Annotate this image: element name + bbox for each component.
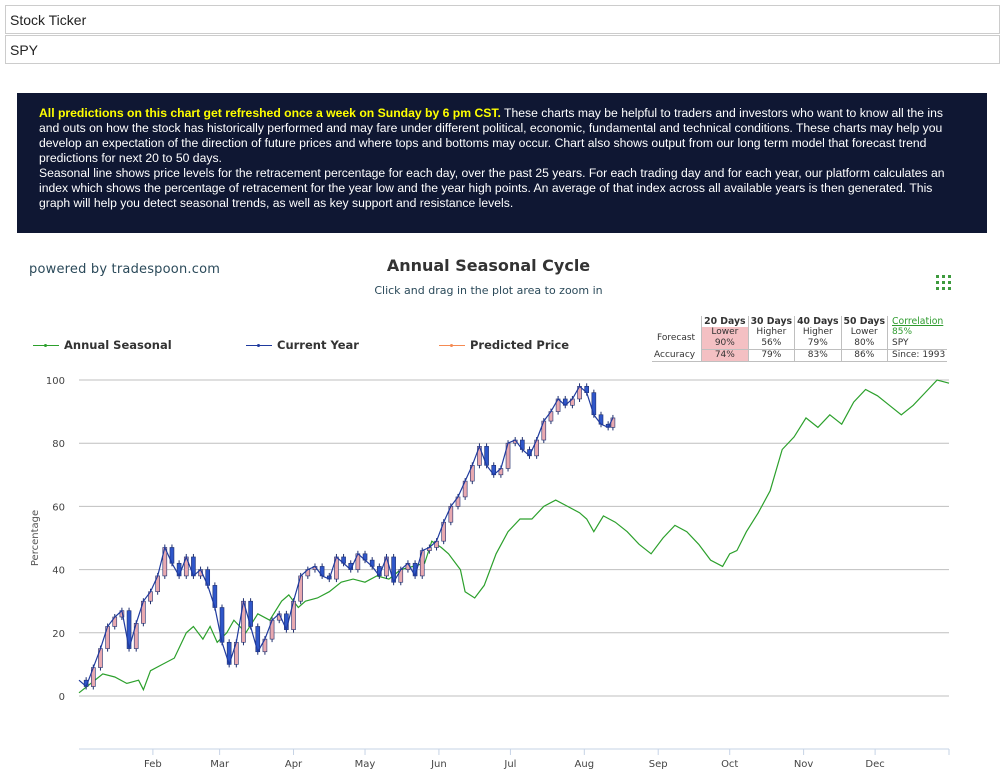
- stock-ticker-label-box: Stock Ticker: [5, 5, 1000, 34]
- correlation-since: Since: 1993: [887, 349, 948, 362]
- correlation-value: 85%: [887, 327, 948, 338]
- forecast-dir-30: Higher: [747, 327, 795, 338]
- forecast-pct-40: 79%: [794, 338, 842, 350]
- x-tick-label-dec: Dec: [865, 759, 884, 770]
- stock-ticker-label: Stock Ticker: [10, 12, 87, 28]
- y-tick-label: 100: [46, 376, 65, 387]
- horizon-30-days: 30 Days: [747, 316, 795, 327]
- x-tick-label-feb: Feb: [144, 759, 162, 770]
- legend-current-swatch: [246, 341, 272, 351]
- chart-subtitle: Click and drag in the plot area to zoom …: [374, 284, 603, 297]
- info-banner: All predictions on this chart get refres…: [17, 93, 987, 233]
- x-tick-label-aug: Aug: [575, 759, 595, 770]
- legend-predicted-price[interactable]: Predicted Price: [439, 338, 569, 352]
- x-tick-label-may: May: [355, 759, 376, 770]
- horizon-40-days: 40 Days: [794, 316, 842, 327]
- info-paragraph-2: Seasonal line shows price levels for the…: [39, 166, 945, 210]
- legend-seasonal-label: Annual Seasonal: [64, 338, 172, 352]
- y-axis-label: Percentage: [30, 510, 41, 566]
- y-tick-label: 80: [52, 439, 65, 450]
- x-tick-label-mar: Mar: [210, 759, 230, 770]
- x-tick-label-sep: Sep: [649, 759, 668, 770]
- legend-predicted-swatch: [439, 341, 465, 351]
- accuracy-pct-30: 79%: [747, 349, 795, 362]
- legend-seasonal-swatch: [33, 341, 59, 351]
- accuracy-pct-40: 83%: [794, 349, 842, 362]
- chart-title: Annual Seasonal Cycle: [386, 256, 591, 275]
- forecast-dir-40: Higher: [794, 327, 842, 338]
- forecast-pct-20: 90%: [701, 338, 749, 350]
- correlation-link[interactable]: Correlation: [887, 316, 948, 327]
- forecast-pct-30: 56%: [747, 338, 795, 350]
- correlation-ticker: SPY: [887, 338, 948, 350]
- forecast-row-label: Forecast: [657, 332, 696, 343]
- y-tick-label: 40: [52, 566, 65, 577]
- forecast-dir-50: Lower: [840, 327, 888, 338]
- info-paragraph-1: These charts may be helpful to traders a…: [39, 106, 944, 165]
- horizon-20-days: 20 Days: [701, 316, 749, 327]
- x-tick-label-jul: Jul: [503, 759, 516, 770]
- stock-ticker-value[interactable]: SPY: [10, 42, 39, 58]
- x-tick-label-oct: Oct: [721, 759, 738, 770]
- forecast-pct-50: 80%: [840, 338, 888, 350]
- powered-by-link[interactable]: powered by tradespoon.com: [29, 262, 221, 277]
- forecast-table: 20 Days 30 Days 40 Days 50 Days Correlat…: [652, 316, 948, 362]
- legend-annual-seasonal[interactable]: Annual Seasonal: [33, 338, 172, 352]
- forecast-dir-20: Lower: [701, 327, 749, 338]
- accuracy-row-label: Accuracy: [652, 349, 702, 362]
- refresh-notice: All predictions on this chart get refres…: [39, 106, 501, 120]
- stock-ticker-input[interactable]: SPY: [5, 35, 1000, 64]
- series-current-year-line: [78, 385, 614, 688]
- y-tick-label: 20: [52, 629, 65, 640]
- x-tick-label-apr: Apr: [285, 759, 303, 770]
- legend-current-year[interactable]: Current Year: [246, 338, 359, 352]
- horizon-50-days: 50 Days: [840, 316, 888, 327]
- y-tick-label: 0: [59, 692, 65, 703]
- legend-current-label: Current Year: [277, 338, 359, 352]
- accuracy-pct-20: 74%: [701, 349, 749, 362]
- accuracy-pct-50: 86%: [840, 349, 888, 362]
- x-tick-label-jun: Jun: [430, 759, 447, 770]
- legend-predicted-label: Predicted Price: [470, 338, 570, 352]
- x-tick-label-nov: Nov: [794, 759, 814, 770]
- chart-menu-grid-icon[interactable]: [936, 275, 951, 290]
- series-annual-seasonal-line: [78, 379, 950, 694]
- y-tick-label: 60: [52, 502, 65, 513]
